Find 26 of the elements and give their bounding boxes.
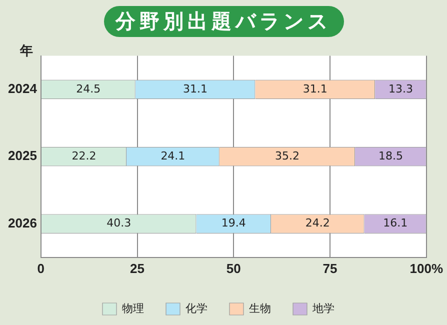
data-label: 31.1 — [183, 82, 208, 96]
legend-label: 地学 — [312, 302, 334, 316]
y-axis-title: 年 — [20, 43, 33, 60]
y-tick-label: 2025 — [8, 148, 37, 164]
data-label: 18.5 — [378, 149, 403, 162]
x-tick-label: 100% — [410, 260, 444, 276]
legend-label: 生物 — [249, 302, 271, 316]
x-tick-label: 50 — [226, 260, 241, 276]
x-tick-label: 75 — [322, 260, 338, 276]
data-label: 24.1 — [160, 149, 186, 162]
data-label: 19.4 — [221, 216, 246, 230]
y-tick-label: 2024 — [8, 80, 38, 96]
x-tick-label: 0 — [37, 260, 45, 276]
data-label: 16.1 — [383, 216, 408, 230]
data-label: 24.5 — [76, 82, 101, 96]
legend-label: 物理 — [122, 303, 144, 316]
x-tick-label: 25 — [130, 260, 145, 276]
data-label: 24.2 — [305, 216, 330, 230]
y-tick-label: 2026 — [8, 215, 37, 230]
legend-label: 化学 — [186, 303, 208, 316]
data-label: 22.2 — [72, 149, 96, 162]
chart-title: 分野別出題バランス — [104, 6, 344, 37]
data-label: 13.3 — [388, 82, 413, 96]
data-label: 35.2 — [274, 149, 300, 162]
data-label: 31.1 — [302, 82, 328, 96]
data-label: 40.3 — [106, 216, 132, 230]
